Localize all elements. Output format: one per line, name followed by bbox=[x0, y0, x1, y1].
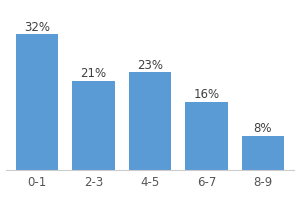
Bar bbox=[242, 136, 284, 170]
Text: 23%: 23% bbox=[137, 58, 163, 71]
Text: 16%: 16% bbox=[194, 88, 220, 101]
Bar bbox=[72, 81, 115, 170]
Bar bbox=[185, 103, 228, 170]
Text: 8%: 8% bbox=[254, 122, 272, 135]
Text: 32%: 32% bbox=[24, 20, 50, 33]
Bar bbox=[129, 73, 171, 170]
Text: 21%: 21% bbox=[80, 67, 106, 80]
Bar bbox=[16, 35, 58, 170]
